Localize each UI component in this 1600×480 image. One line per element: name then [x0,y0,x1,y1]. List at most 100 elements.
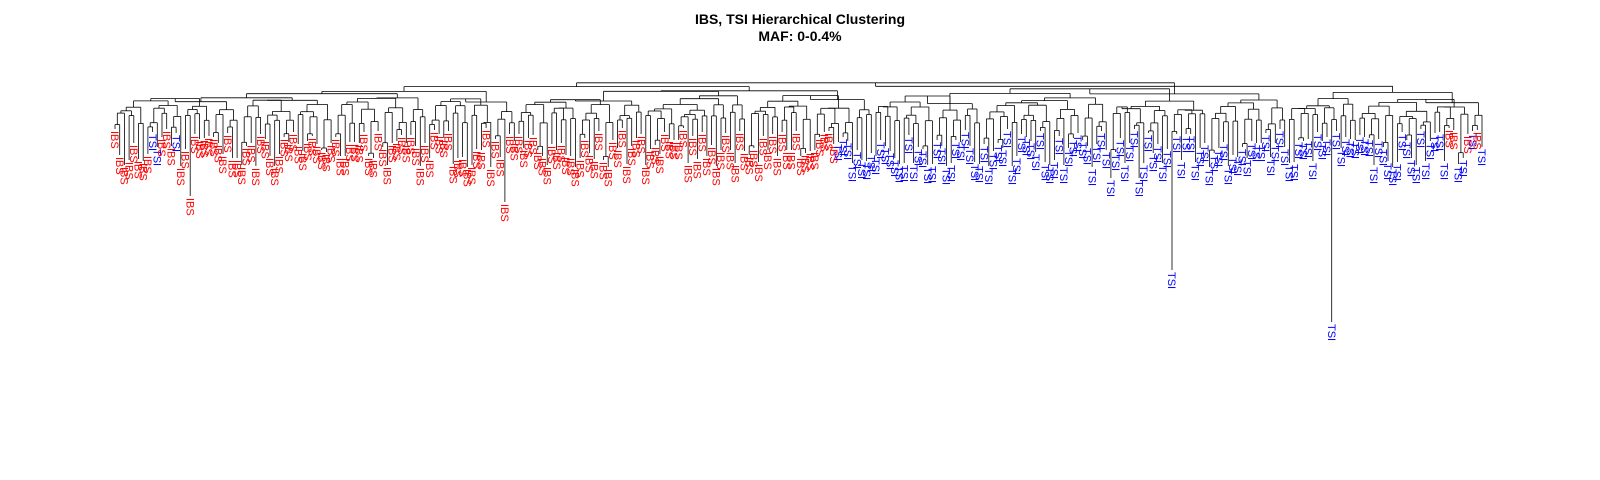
leaf-label: IBS [1447,132,1459,150]
leaf-label: TSI [926,166,938,183]
leaf-label: IBS [352,145,364,163]
leaf-label: TSI [1287,164,1299,181]
leaf-label: IBS [329,139,341,157]
leaf-label: IBS [249,168,261,186]
leaf-labels: IBSIBSIBSIBSIBSIBSIBSIBSTSITSIIBSIBSIBST… [108,130,1487,341]
leaf-label: IBS [733,133,745,151]
leaf-label: IBS [254,136,266,154]
leaf-label: IBS [141,156,153,174]
leaf-label: TSI [1419,163,1431,180]
leaf-label: TSI [1212,150,1224,167]
leaf-label: TSI [1320,139,1332,156]
leaf-label: TSI [1113,140,1125,157]
leaf-label: TSI [1043,167,1055,184]
leaf-label: TSI [169,135,181,152]
leaf-label: IBS [681,165,693,183]
leaf-label: TSI [1104,180,1116,197]
leaf-label: TSI [864,155,876,172]
leaf-label: IBS [827,146,839,164]
leaf-label: TSI [1348,142,1360,159]
leaf-label: TSI [1146,155,1158,172]
leaf-label: IBS [691,161,703,179]
leaf-label: IBS [385,145,397,163]
leaf-label: TSI [841,143,853,160]
leaf-label: TSI [1019,139,1031,156]
leaf-label: IBS [672,142,684,160]
leaf-label: IBS [399,145,411,163]
leaf-label: IBS [564,158,576,176]
leaf-label: IBS [611,150,623,168]
leaf-label: IBS [662,141,674,159]
leaf-label: IBS [719,135,731,153]
leaf-label: IBS [348,144,360,162]
leaf-label: TSI [888,160,900,177]
leaf-label: IBS [287,134,299,152]
leaf-label: TSI [1034,133,1046,150]
leaf-label: IBS [136,163,148,181]
leaf-label: IBS [409,148,421,166]
leaf-label: IBS [132,161,144,179]
leaf-label: TSI [1400,142,1412,159]
leaf-label: IBS [601,169,613,187]
leaf-label: IBS [554,145,566,163]
leaf-label: IBS [1442,130,1454,148]
leaf-label: IBS [630,140,642,158]
leaf-label: IBS [118,167,130,185]
leaf-label: TSI [1240,160,1252,177]
leaf-label: TSI [1456,160,1468,177]
leaf-label: IBS [381,167,393,185]
leaf-label: IBS [756,138,768,156]
leaf-label: TSI [982,168,994,185]
leaf-label: IBS [244,145,256,163]
leaf-label: TSI [1245,143,1257,160]
leaf-label: IBS [752,164,764,182]
leaf-label: TSI [973,166,985,183]
leaf-label: IBS [207,139,219,157]
leaf-label: TSI [1015,136,1027,153]
leaf-label: TSI [1301,141,1313,158]
leaf-label: IBS [197,140,209,158]
leaf-label: TSI [1226,157,1238,174]
leaf-label: TSI [1057,167,1069,184]
leaf-label: TSI [930,142,942,159]
leaf-label: TSI [1010,158,1022,175]
leaf-label: TSI [1372,141,1384,158]
leaf-label: TSI [963,148,975,165]
leaf-label: IBS [160,131,172,149]
leaf-label: IBS [738,153,750,171]
leaf-label: IBS [620,166,632,184]
leaf-label: TSI [1264,159,1276,176]
leaf-label: TSI [1423,143,1435,160]
leaf-label: IBS [1461,136,1473,154]
leaf-label: IBS [221,135,233,153]
leaf-label: TSI [1198,145,1210,162]
leaf-label: IBS [634,136,646,154]
leaf-label: TSI [944,165,956,182]
leaf-label: IBS [432,136,444,154]
leaf-label: TSI [836,139,848,156]
leaf-label: IBS [188,136,200,154]
leaf-label: IBS [569,169,581,187]
leaf-label: IBS [305,138,317,156]
leaf-label: TSI [977,146,989,163]
leaf-label: TSI [902,137,914,154]
leaf-label: TSI [1452,166,1464,183]
leaf-label: IBS [179,151,191,169]
leaf-label: IBS [700,158,712,176]
leaf-label: TSI [1405,160,1417,177]
leaf-label: TSI [1062,150,1074,167]
leaf-label: TSI [1273,131,1285,148]
leaf-label: TSI [1409,167,1421,184]
leaf-label: TSI [1184,136,1196,153]
leaf-label: TSI [1175,162,1187,179]
leaf-label: IBS [479,130,491,148]
leaf-label: TSI [1433,134,1445,151]
leaf-label: IBS [747,150,759,168]
leaf-label: TSI [1334,150,1346,167]
leaf-label: TSI [1137,165,1149,182]
chart-title: IBS, TSI Hierarchical Clustering MAF: 0-… [0,11,1600,45]
leaf-label: TSI [1414,131,1426,148]
leaf-label: IBS [489,141,501,159]
leaf-label: IBS [258,141,270,159]
leaf-label: TSI [1231,159,1243,176]
